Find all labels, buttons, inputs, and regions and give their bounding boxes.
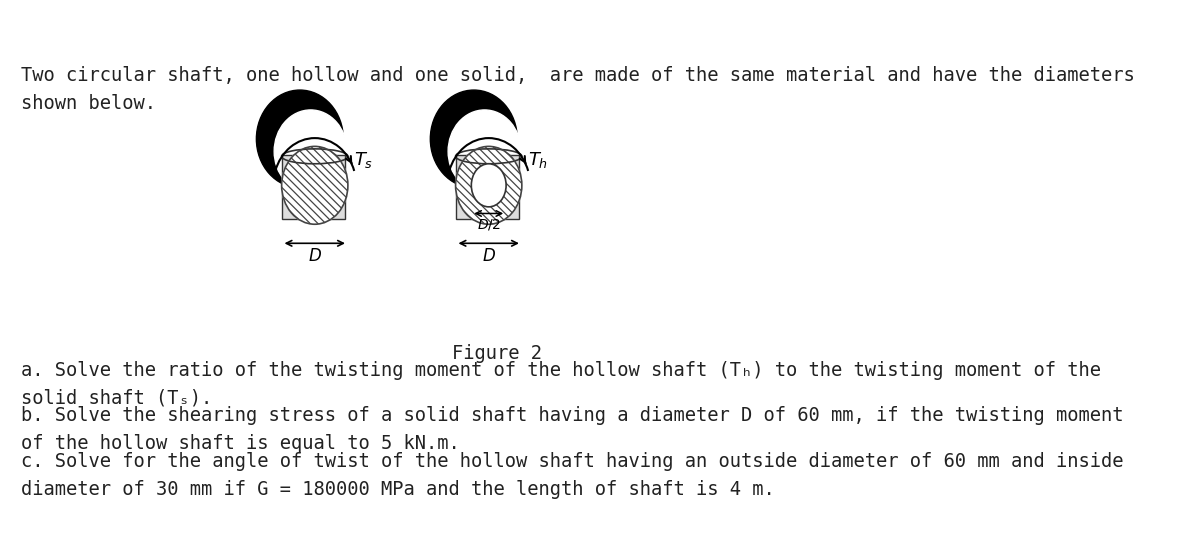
Text: a. Solve the ratio of the twisting moment of the hollow shaft (Tₕ) to the twisti: a. Solve the ratio of the twisting momen… [20, 361, 1100, 408]
Text: Figure 2: Figure 2 [452, 344, 542, 363]
Text: b. Solve the shearing stress of a solid shaft having a diameter D of 60 mm, if t: b. Solve the shearing stress of a solid … [20, 405, 1123, 453]
Ellipse shape [448, 110, 521, 193]
Text: $D$: $D$ [307, 247, 322, 266]
Text: $T_h$: $T_h$ [528, 150, 547, 170]
Ellipse shape [274, 110, 347, 193]
Ellipse shape [472, 164, 506, 207]
Text: $D/2$: $D/2$ [476, 217, 500, 232]
Text: $D$: $D$ [481, 247, 496, 266]
Ellipse shape [456, 146, 522, 224]
Polygon shape [456, 155, 520, 219]
Ellipse shape [257, 90, 343, 188]
Ellipse shape [431, 90, 517, 188]
Text: Two circular shaft, one hollow and one solid,  are made of the same material and: Two circular shaft, one hollow and one s… [20, 66, 1134, 113]
Polygon shape [282, 155, 346, 219]
Text: c. Solve for the angle of twist of the hollow shaft having an outside diameter o: c. Solve for the angle of twist of the h… [20, 452, 1123, 499]
Text: $T_s$: $T_s$ [354, 150, 373, 170]
Ellipse shape [282, 146, 348, 224]
